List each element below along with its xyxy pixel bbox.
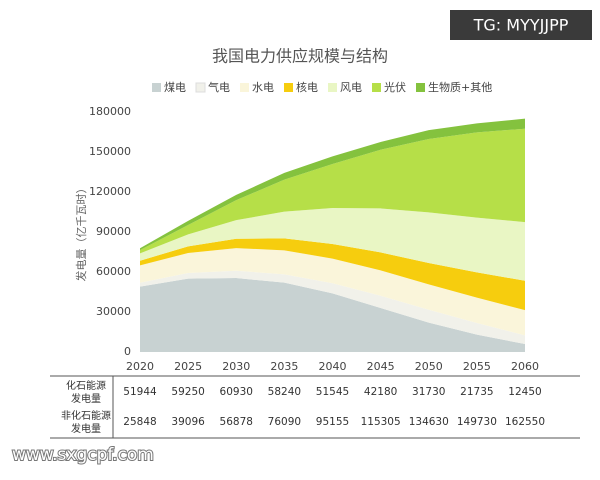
y-tick-label: 30000: [96, 305, 131, 318]
y-axis-label: 发电量（亿千瓦时）: [74, 183, 88, 282]
x-tick-label: 2030: [222, 360, 250, 373]
x-tick-label: 2025: [174, 360, 202, 373]
x-tick-label: 2050: [415, 360, 443, 373]
table-cell: 25848: [123, 416, 156, 428]
y-tick-label: 90000: [96, 225, 131, 238]
legend-swatch: [328, 83, 337, 92]
table-cell: 42180: [364, 386, 397, 398]
table-cell: 51944: [123, 386, 157, 398]
area: [140, 207, 525, 281]
y-tick-label: 120000: [89, 185, 131, 198]
table-cell: 115305: [361, 416, 401, 428]
table-cell: 76090: [268, 416, 301, 428]
area: [140, 128, 525, 254]
table-cell: 51545: [316, 386, 349, 398]
y-tick-label: 60000: [96, 265, 131, 278]
x-tick-label: 2060: [511, 360, 539, 373]
table-cell: 21735: [460, 386, 493, 398]
legend-label: 生物质+其他: [428, 80, 492, 94]
row-label: 非化石能源: [61, 409, 111, 422]
legend-swatch: [284, 83, 293, 92]
legend-swatch: [195, 82, 206, 93]
table-cell: 149730: [457, 416, 497, 428]
area: [140, 278, 525, 352]
y-tick-label: 180000: [89, 105, 131, 118]
table-cell: 56878: [220, 416, 253, 428]
legend-label: 风电: [340, 81, 362, 94]
legend-swatch: [240, 83, 249, 92]
x-tick-label: 2040: [319, 360, 347, 373]
watermark-box: [450, 10, 592, 40]
table-cell: 12450: [508, 386, 541, 398]
table-cell: 95155: [316, 416, 349, 428]
chart-title: 我国电力供应规模与结构: [212, 47, 388, 66]
legend-swatch: [152, 83, 161, 92]
legend-label: 煤电: [164, 81, 186, 94]
legend-label: 核电: [296, 80, 318, 94]
legend-label: 气电: [208, 80, 230, 94]
table-cell: 60930: [220, 386, 253, 398]
row-label: 化石能源: [66, 379, 106, 392]
table-cell: 162550: [505, 416, 545, 428]
legend-label: 光伏: [384, 80, 406, 94]
area: [140, 238, 525, 311]
table-cell: 134630: [409, 416, 449, 428]
watermark-bottom: www.sxgcpf.com: [12, 445, 154, 465]
x-tick-label: 2035: [270, 360, 298, 373]
table-cell: 39096: [171, 416, 205, 428]
area: [140, 270, 525, 344]
row-label: 发电量: [71, 392, 101, 405]
legend-label: 水电: [252, 81, 274, 94]
y-tick-label: 150000: [89, 145, 131, 158]
table-cell: 31730: [412, 386, 445, 398]
x-tick-label: 2055: [463, 360, 491, 373]
table-cell: 58240: [268, 386, 301, 398]
x-tick-label: 2020: [126, 360, 154, 373]
row-label: 发电量: [71, 422, 101, 435]
y-tick-label: 0: [124, 345, 131, 358]
watermark-top: TG: MYYJJPP: [473, 16, 569, 35]
table-cell: 59250: [171, 386, 204, 398]
area: [140, 248, 525, 336]
x-tick-label: 2045: [367, 360, 395, 373]
legend-swatch: [372, 83, 381, 92]
legend-swatch: [416, 83, 425, 92]
